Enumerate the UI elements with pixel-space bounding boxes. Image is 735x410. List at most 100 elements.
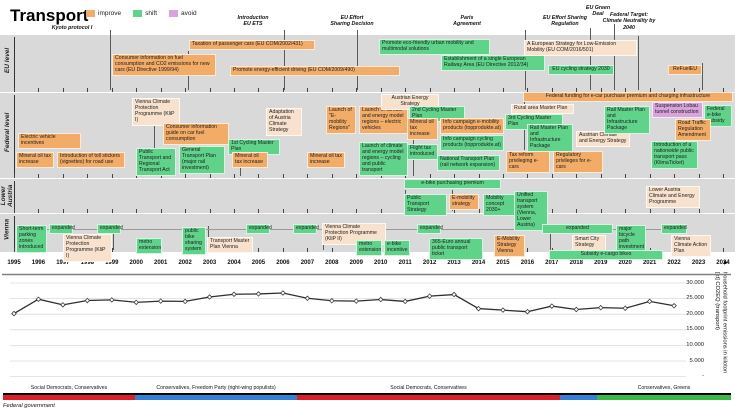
year-tick (307, 88, 309, 92)
y-axis-tick-label: 25.000 (686, 295, 704, 302)
government-bar-stripe (3, 393, 731, 396)
band-label-lower-austria: Lower Austria (0, 184, 14, 208)
policy-box-improve: Federal funding for e-car purchase premi… (523, 92, 733, 102)
year-label: 2022 (667, 260, 681, 266)
year-tick (282, 88, 284, 92)
government-segment (560, 395, 597, 400)
policy-box-shift: Rail Master Plan and Infrastructure Pack… (527, 124, 573, 152)
policy-box-shift: metro extension (356, 240, 382, 256)
y-axis-tick-label: - (702, 373, 704, 380)
data-point-2002 (182, 298, 188, 305)
year-tick (674, 209, 676, 213)
government-segment (3, 395, 135, 400)
legend-swatch-shift (133, 10, 143, 17)
policy-box-shift: public bike sharing system (182, 227, 206, 255)
legend-swatch-improve (86, 10, 95, 17)
policy-box-improve: Road Traffic Regulation Amendment (675, 119, 711, 141)
milestone-label: EU Effort Sharing Regulation (542, 15, 588, 28)
year-tick (527, 248, 529, 252)
year-tick (62, 88, 64, 92)
data-point-2016 (524, 308, 531, 315)
government-segment (297, 395, 560, 400)
policy-box-strategy: Smart City Strategy (572, 235, 606, 251)
policy-box-shift: expanded (97, 224, 123, 234)
year-tick (331, 174, 333, 178)
year-tick (454, 88, 456, 92)
year-tick (380, 209, 382, 213)
policy-box-shift: Public Transport Strategy (404, 194, 447, 216)
policy-box-shift: 365-Euro annual public transport ticket (429, 238, 483, 260)
government-period-label: Social Democrats, Conservatives (390, 385, 467, 391)
policy-box-shift: National Transport Plan (rail network ex… (437, 155, 500, 171)
policy-box-improve: Introduction of toll stickers (vignettes… (57, 152, 125, 168)
year-tick (111, 174, 113, 178)
year-tick (405, 174, 407, 178)
policy-box-shift: General Transport Plan (major rail inves… (179, 146, 225, 174)
year-tick (160, 174, 162, 178)
government-period-label: Conservatives, Freedom Party (right-wing… (156, 385, 276, 391)
policy-box-shift: e-bike incentive (384, 240, 410, 256)
year-label: 2023 (691, 260, 706, 266)
year-tick (234, 88, 236, 92)
year-tick (600, 209, 602, 213)
year-tick (625, 209, 627, 213)
year-tick (111, 248, 113, 252)
legend-swatch-avoid (169, 10, 179, 17)
government-segment (135, 395, 297, 400)
data-point-2014 (475, 305, 482, 312)
milestone-label: EU Effort Sharing Decision (330, 15, 374, 28)
policy-box-shift: Flight tax introduced (407, 144, 438, 160)
year-tick (502, 174, 504, 178)
connector-line (550, 234, 551, 250)
policy-box-shift: Introduction of a nationwide public tran… (651, 141, 698, 169)
band-lower-austria (0, 179, 735, 213)
year-tick (698, 174, 700, 178)
data-point-2019 (597, 304, 604, 311)
year-tick (722, 248, 724, 252)
policy-box-strategy: Vienna Climate Action Plan (671, 235, 711, 257)
year-tick (625, 174, 627, 178)
data-point-2017 (549, 303, 555, 309)
year-label: 2006 (276, 260, 290, 266)
year-tick (87, 88, 89, 92)
policy-box-shift: Launch of climate and energy model regio… (359, 142, 408, 176)
year-tick (527, 174, 529, 178)
data-point-2003 (206, 294, 213, 300)
policy-box-shift: EU cycling strategy 2030 (548, 65, 614, 75)
legend: improve shift avoid (86, 10, 197, 17)
year-tick (234, 174, 236, 178)
policy-box-improve: Mineral oil tax increase (407, 118, 438, 140)
legend-label: improve (98, 10, 122, 17)
year-tick (478, 88, 480, 92)
policy-box-shift: expanded (542, 224, 613, 234)
data-point-2000 (133, 299, 140, 306)
data-point-2009 (353, 298, 360, 304)
year-tick (722, 174, 724, 178)
year-tick (600, 174, 602, 178)
policy-box-improve: Mineral oil tax increase (16, 152, 54, 168)
year-tick (136, 174, 138, 178)
year-label: 2001 (154, 260, 168, 266)
year-label: 2014 (471, 260, 486, 266)
policy-box-strategy: Adaptation of Austria Climate Strategy (266, 108, 302, 136)
policy-box-strategy: Vienna Climate Protection Programme (Kli… (63, 234, 112, 262)
policy-box-improve: Info campaign e-mobility products (toppr… (440, 118, 504, 134)
year-tick (576, 174, 578, 178)
policy-box-strategy: A European Strategy for Low-Emission Mob… (524, 40, 637, 56)
policy-box-strategy: Vienna Climate Protection Programme (Kli… (132, 98, 180, 126)
year-tick (160, 88, 162, 92)
year-tick (209, 209, 211, 213)
band-label-eu: EU level (3, 47, 11, 73)
year-tick (331, 248, 333, 252)
year-tick (307, 209, 309, 213)
year-label: 2000 (129, 260, 143, 266)
policy-box-improve: Regulatory privileges for e-cars (553, 151, 603, 173)
year-tick (380, 174, 382, 178)
y-axis-tick-label: 20.000 (686, 310, 704, 317)
data-point-2020 (622, 305, 628, 312)
year-tick (38, 88, 40, 92)
year-tick (136, 209, 138, 213)
year-label: 2010 (374, 260, 388, 266)
data-point-2010 (377, 296, 384, 303)
policy-box-improve: Launch of "E-mobility Regions" (326, 106, 356, 134)
